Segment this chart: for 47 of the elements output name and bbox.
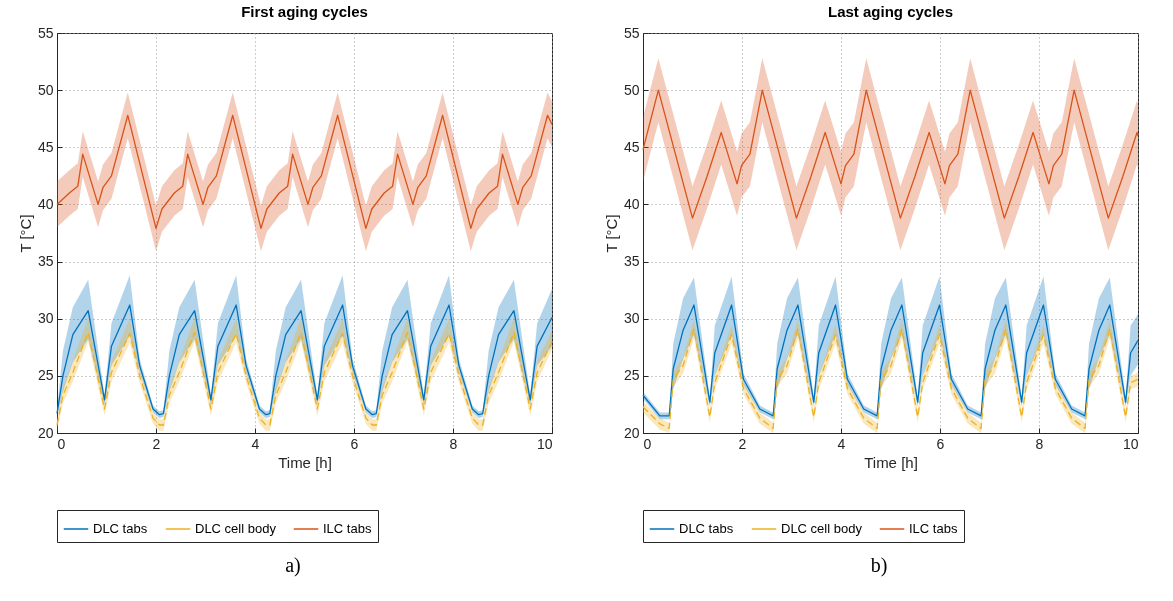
x-tick-label: 10 (536, 435, 553, 452)
line-series (56, 331, 553, 426)
y-tick-label: 35 (623, 253, 640, 270)
x-tick-label: 10 (1122, 435, 1139, 452)
y-axis-title: T [°C] (602, 214, 620, 253)
text: a) (285, 554, 301, 577)
x-axis-title: Time [h] (864, 453, 918, 471)
x-tick-label: 4 (251, 435, 260, 452)
y-tick-label: 45 (37, 138, 54, 155)
legend-label: ILC tabs (323, 521, 372, 536)
y-tick-label: 40 (623, 195, 640, 212)
chart-title: First aging cycles (241, 3, 368, 20)
legend-label: DLC cell body (781, 521, 863, 536)
x-tick-label: 2 (152, 435, 161, 452)
legend-label: ILC tabs (909, 521, 958, 536)
text: b) (870, 554, 888, 577)
y-tick-label: 55 (623, 24, 640, 41)
y-tick-label: 25 (623, 367, 640, 384)
line-series (56, 304, 553, 416)
legend-label: DLC cell body (195, 521, 277, 536)
y-tick-label: 50 (623, 81, 640, 98)
x-tick-label: 6 (350, 435, 359, 452)
x-tick-label: 8 (1035, 435, 1044, 452)
y-tick-label: 55 (37, 24, 54, 41)
x-tick-label: 0 (57, 435, 66, 452)
legend-label: DLC tabs (679, 521, 734, 536)
y-tick-label: 50 (37, 81, 54, 98)
x-axis-title: Time [h] (278, 453, 332, 471)
y-tick-label: 25 (37, 367, 54, 384)
y-axis-title: T [°C] (16, 214, 34, 253)
x-tick-label: 4 (837, 435, 846, 452)
x-tick-label: 0 (643, 435, 652, 452)
line-series (642, 304, 1139, 417)
y-tick-label: 20 (623, 424, 640, 441)
chart-title: Last aging cycles (827, 3, 954, 20)
y-tick-label: 30 (623, 310, 640, 327)
x-tick-label: 8 (449, 435, 458, 452)
y-tick-label: 20 (37, 424, 54, 441)
y-tick-label: 35 (37, 253, 54, 270)
y-tick-label: 45 (623, 138, 640, 155)
y-tick-label: 30 (37, 310, 54, 327)
legend-label: DLC tabs (93, 521, 148, 536)
line-series (642, 89, 1139, 219)
x-tick-label: 6 (936, 435, 945, 452)
y-tick-label: 40 (37, 195, 54, 212)
line-series (56, 114, 553, 230)
x-tick-label: 2 (738, 435, 747, 452)
